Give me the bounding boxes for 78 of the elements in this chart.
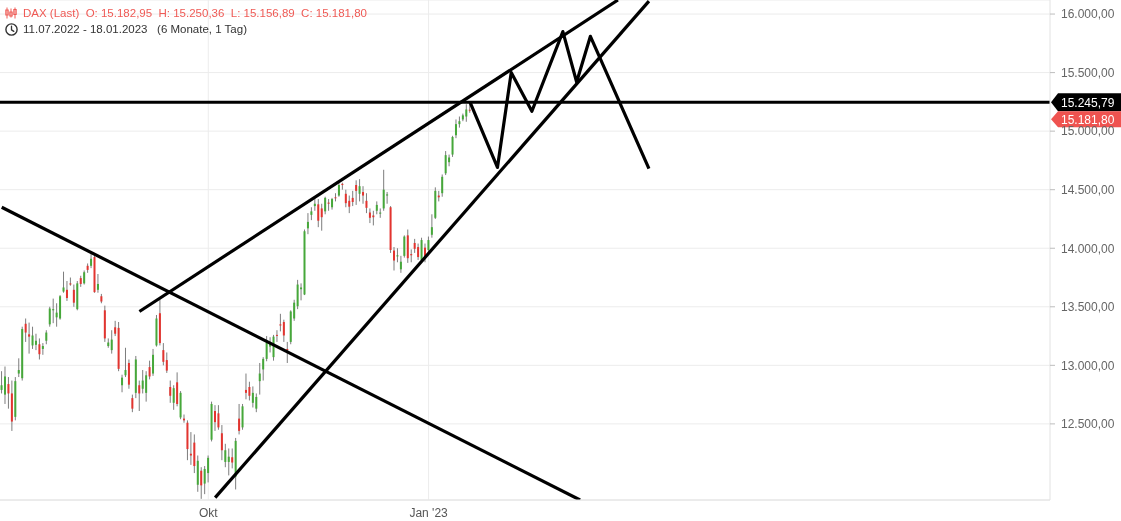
candlestick <box>327 198 330 212</box>
candlestick <box>38 337 41 360</box>
candlestick <box>368 207 371 224</box>
candlestick <box>403 234 406 259</box>
candlestick <box>189 431 192 466</box>
candlestick <box>52 298 55 324</box>
candlestick <box>265 335 268 362</box>
candlestick <box>165 351 168 374</box>
candlestick <box>48 306 51 328</box>
candlestick <box>262 356 265 382</box>
candlestick <box>441 173 444 198</box>
candlestick <box>65 280 68 302</box>
candlestick <box>176 371 179 407</box>
candlestick <box>207 455 210 483</box>
candlestick <box>193 433 196 474</box>
y-tick-label: 15.500,00 <box>1061 65 1115 80</box>
candlestick <box>172 384 175 411</box>
y-tick-label: 14.000,00 <box>1061 241 1115 256</box>
candlestick <box>382 169 385 212</box>
candlestick <box>127 358 130 390</box>
candlestick <box>286 341 289 364</box>
candlestick <box>227 447 230 476</box>
candlestick <box>7 376 10 410</box>
y-tick-label: 13.000,00 <box>1061 358 1115 373</box>
candlestick <box>34 333 37 351</box>
y-tick-label: 12.500,00 <box>1061 417 1115 432</box>
candlestick <box>251 385 254 408</box>
candlestick <box>258 362 261 396</box>
candlestick <box>444 150 447 176</box>
candlestick <box>362 185 365 205</box>
candlestick <box>138 380 141 412</box>
candlestick <box>31 326 34 350</box>
y-tick-label: 16.000,00 <box>1061 7 1115 22</box>
candlestick <box>213 404 216 432</box>
candlestick <box>244 373 247 400</box>
candlestick <box>145 370 148 403</box>
candlestick <box>200 466 203 500</box>
text: 11.07.2022 - 18.01.2023 (6 Monate, 1 Tag) <box>23 22 247 37</box>
text: 15.181,80 <box>1061 112 1115 127</box>
candlestick <box>238 403 241 435</box>
text: DAX (Last) O: 15.182,95 H: 15.250,36 L: 15.156,89 C: 15.181,80 <box>23 6 367 21</box>
y-tick-label: 15.000,00 <box>1061 124 1115 139</box>
candlestick <box>59 294 62 321</box>
candlestick <box>162 342 165 366</box>
candlestick <box>90 253 93 269</box>
candlestick <box>3 366 6 405</box>
candlestick <box>41 342 44 356</box>
candlestick <box>169 380 172 404</box>
candlestick <box>0 370 3 394</box>
candlestick <box>386 191 389 205</box>
candlestick <box>317 198 320 228</box>
candlestick <box>110 329 113 355</box>
ref-line-label: 15.245,79 <box>1061 95 1115 110</box>
y-tick-label: 13.500,00 <box>1061 300 1115 315</box>
candlestick <box>124 347 127 378</box>
candlestick <box>141 369 144 394</box>
candlestick <box>355 179 358 206</box>
candlestick <box>28 322 31 355</box>
candlestick <box>231 447 234 469</box>
candlestick <box>320 203 323 232</box>
candlestick <box>220 424 223 461</box>
candlestick <box>72 284 75 308</box>
x-tick-label: Jan '23 <box>409 506 449 520</box>
x-tick-label: Okt <box>198 506 219 520</box>
candlestick <box>275 329 278 343</box>
candlestick <box>396 247 399 263</box>
candlestick <box>296 279 299 310</box>
candlestick <box>121 374 124 393</box>
candlestick <box>152 348 155 377</box>
candlestick <box>379 207 382 219</box>
candlestick <box>358 178 361 202</box>
candlestick <box>406 229 409 264</box>
y-tick-label: 14.500,00 <box>1061 182 1115 197</box>
candlestick <box>399 255 402 274</box>
candlestick <box>217 404 220 431</box>
candlestick <box>241 403 244 431</box>
candlestick <box>282 319 285 343</box>
candlestick <box>96 273 99 294</box>
